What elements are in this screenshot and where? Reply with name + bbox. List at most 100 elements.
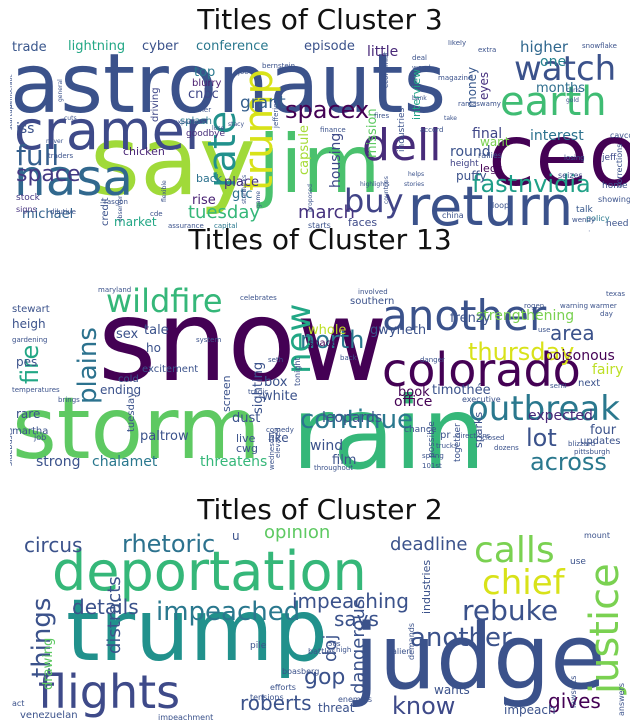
word: cavco — [610, 131, 630, 140]
word: driving — [150, 87, 161, 122]
word: spacex — [285, 96, 369, 124]
word: chief — [482, 563, 566, 603]
word: pr — [440, 430, 451, 441]
word: stories — [404, 181, 424, 188]
word: tonight — [293, 357, 302, 386]
word: lose — [212, 125, 224, 132]
word: trucks — [436, 442, 458, 450]
word: celebrates — [240, 294, 277, 302]
word: distracts — [104, 576, 125, 654]
word: dilutive — [50, 208, 76, 216]
word: say — [90, 105, 256, 217]
word: industries — [397, 107, 407, 152]
word: trump — [66, 581, 328, 681]
word: rise — [192, 193, 216, 208]
word: like — [268, 431, 289, 445]
word: deportation — [52, 540, 367, 603]
word: wendy — [572, 216, 595, 224]
word: 50s — [328, 640, 341, 648]
word: snowflake — [582, 42, 617, 50]
word: trump — [236, 69, 282, 191]
word: gop — [304, 665, 345, 690]
word: months — [536, 81, 585, 96]
word: splash — [180, 116, 212, 127]
word: cramer — [14, 99, 208, 162]
word: cde — [150, 210, 163, 218]
word: traders — [48, 152, 74, 160]
word: thursday — [468, 338, 574, 366]
word: area — [550, 321, 595, 345]
word: another — [410, 623, 512, 653]
word: mission — [365, 108, 380, 158]
word: act — [12, 699, 24, 708]
word: space — [308, 338, 337, 349]
word: circus — [24, 533, 82, 557]
word: policy — [586, 214, 610, 223]
word: spring — [422, 452, 444, 460]
panel-title: Titles of Cluster 3 — [197, 3, 443, 36]
word: strengthening — [476, 308, 574, 324]
word: dozens — [494, 444, 519, 452]
word: colorado — [382, 343, 581, 397]
word: fire — [16, 345, 44, 384]
word: wood — [412, 64, 431, 72]
word: return — [408, 175, 573, 232]
word: frenzy — [450, 311, 491, 326]
word: battles — [308, 647, 336, 656]
word: flights — [38, 665, 180, 719]
word: capsule — [297, 125, 312, 175]
word: impeach — [504, 703, 556, 717]
word: plains — [73, 327, 103, 404]
word: puffy — [456, 169, 487, 183]
word: sex — [116, 327, 139, 342]
word: excitement — [142, 364, 198, 375]
word: flexible — [161, 180, 168, 202]
word: fires — [374, 112, 389, 120]
word: earth — [500, 79, 607, 125]
word: elevated — [274, 428, 282, 459]
word: deal — [412, 54, 427, 62]
word: efforts — [270, 683, 296, 692]
word: tuesday — [188, 202, 260, 223]
word: losing — [564, 154, 585, 162]
word: lightning — [68, 40, 125, 54]
word: goodbye — [186, 129, 225, 139]
word: danger — [420, 356, 445, 364]
word: judge — [352, 605, 606, 710]
word: mount — [584, 531, 610, 540]
word: starbucks — [241, 175, 248, 204]
word: need — [606, 219, 629, 229]
word: north — [300, 326, 364, 354]
word: tanner — [188, 106, 211, 114]
word: dust — [232, 411, 260, 426]
word: pittsburgh — [574, 448, 610, 456]
word: southern — [350, 296, 394, 307]
word: proposed — [307, 184, 314, 212]
word: impeachment — [158, 713, 213, 720]
word: rare — [16, 407, 40, 421]
word: threat — [318, 701, 355, 715]
word: fairy — [592, 362, 623, 378]
word: top — [194, 65, 215, 80]
word: industries — [420, 560, 433, 614]
word: boasberg — [282, 667, 319, 676]
word: continue — [300, 405, 413, 435]
word: outbreak — [468, 389, 620, 429]
word: chance — [404, 425, 437, 435]
word: texas — [606, 290, 625, 298]
word: height — [450, 159, 479, 169]
cloud-words: astronauts say ceo jim cramer nasa retur… — [10, 40, 630, 232]
word: magazine — [438, 74, 472, 82]
word: across — [530, 448, 607, 474]
word: film — [332, 453, 356, 468]
wordcloud-3: astronauts say ceo jim cramer nasa retur… — [10, 40, 630, 232]
word: opinion — [264, 528, 330, 543]
word: drawing — [41, 638, 56, 690]
word: timothée — [432, 383, 491, 398]
word: temperatures — [12, 386, 60, 394]
word: astronauts — [10, 40, 446, 132]
word: another — [382, 291, 547, 340]
word: housing — [328, 133, 344, 188]
word: signs — [16, 205, 37, 214]
word: economist — [382, 51, 390, 88]
